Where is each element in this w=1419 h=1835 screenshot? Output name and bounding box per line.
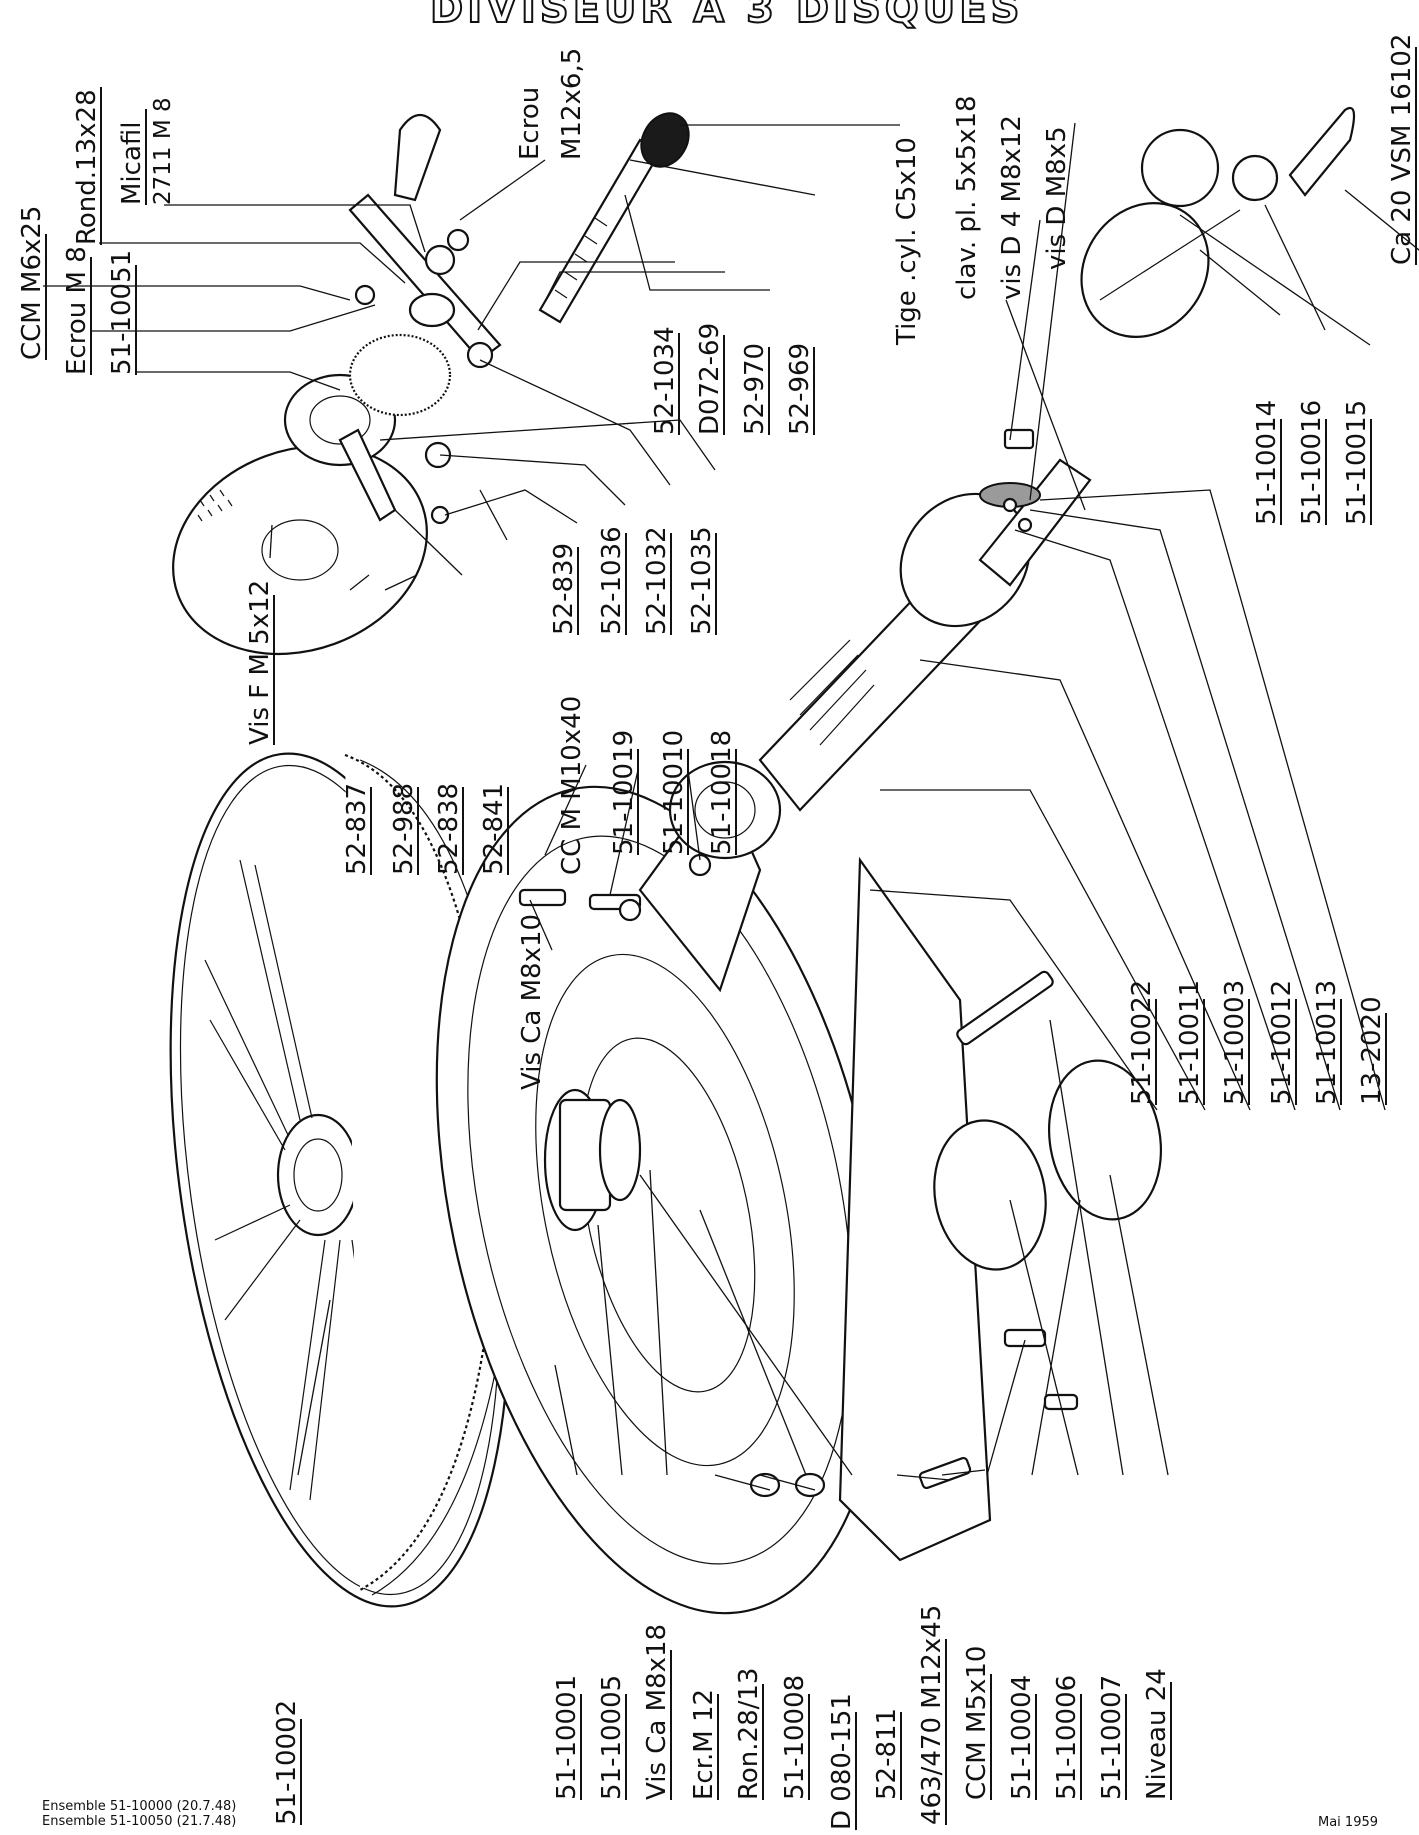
label-51-10005: 51-10005 (597, 1675, 627, 1800)
label-ecrou: Ecrou (515, 87, 545, 160)
label-d-080-151: D 080-151 (827, 1693, 857, 1830)
index-plate (172, 444, 428, 656)
divider-body (435, 760, 992, 1615)
label-vis-d-m8x5: vis D M8x5 (1042, 126, 1072, 270)
label-52-1035: 52-1035 (687, 526, 717, 635)
label-ccm-m6x25: CCM M6x25 (17, 206, 47, 360)
label-tige-cyl-c5x10: Tige .cyl. C5x10 (892, 137, 922, 346)
label-52-838: 52-838 (434, 783, 464, 875)
label-463-470-m12x45: 463/470 M12x45 (917, 1605, 947, 1825)
footer-ensemble-1: Ensemble 51-10000 (20.7.48) (42, 1799, 237, 1814)
label-ron-28-13: Ron.28/13 (734, 1668, 764, 1800)
crank-handle (1080, 107, 1356, 338)
label-vis-ca-m8x18: Vis Ca M8x18 (642, 1624, 672, 1800)
label-51-10013: 51-10013 (1312, 980, 1342, 1105)
label-ecrou-m8: Ecrou M 8 (62, 246, 92, 375)
label-vis-ca-m8x10: Vis Ca M8x10 (517, 914, 547, 1090)
label-52-1032: 52-1032 (642, 526, 672, 635)
label-51-10006: 51-10006 (1052, 1675, 1082, 1800)
label-ecr-m12: Ecr.M 12 (689, 1689, 719, 1800)
label-ccm-m5x10: CCM M5x10 (962, 1646, 992, 1800)
label-52-969: 52-969 (785, 343, 815, 435)
label-vis-d4-m8x12: vis D 4 M8x12 (997, 115, 1027, 300)
label-52-839: 52-839 (549, 543, 579, 635)
label-micafil-number: 2711 M 8 (150, 97, 176, 205)
leader-lines (43, 122, 1419, 1491)
label-rond-13x28: Rond.13x28 (72, 89, 102, 245)
label-vis-f-m5x12: Vis F M 5x12 (245, 580, 275, 745)
label-ca20-vsm-16102: Ca 20 VSM 16102 (1387, 34, 1417, 265)
label-52-988: 52-988 (389, 783, 419, 875)
label-51-10011: 51-10011 (1175, 980, 1205, 1105)
label-51-10010: 51-10010 (659, 730, 689, 855)
label-52-841: 52-841 (479, 783, 509, 875)
worm-shaft (758, 458, 1092, 812)
label-niveau-24: Niveau 24 (1142, 1668, 1172, 1800)
footer-ensemble-2: Ensemble 51-10050 (21.7.48) (42, 1814, 237, 1829)
label-52-1036: 52-1036 (597, 526, 627, 635)
label-51-10003: 51-10003 (1220, 980, 1250, 1105)
label-51-10001: 51-10001 (552, 1675, 582, 1800)
label-13-2020: 13-2020 (1357, 996, 1387, 1105)
label-51-10051: 51-10051 (107, 250, 137, 375)
part-labels: Rond.13x28 Micafil 2711 M 8 Ecrou M12x6,… (17, 34, 1417, 1830)
index-arm (348, 113, 502, 362)
label-51-10002: 51-10002 (272, 1700, 302, 1825)
label-51-10022: 51-10022 (1127, 980, 1157, 1105)
label-52-970: 52-970 (740, 343, 770, 435)
label-ecrou-m12x6-5: M12x6,5 (557, 48, 587, 160)
label-51-10012: 51-10012 (1267, 980, 1297, 1105)
footer-ensembles: Ensemble 51-10000 (20.7.48) Ensemble 51-… (42, 1799, 236, 1829)
label-51-10016: 51-10016 (1297, 400, 1327, 525)
label-51-10008: 51-10008 (780, 1675, 810, 1800)
label-micafil: Micafil (117, 122, 147, 205)
label-52-1034: 52-1034 (650, 326, 680, 435)
label-clav-pl-5x5x18: clav. pl. 5x5x18 (952, 95, 982, 300)
drawing-title: DIVISEUR A 3 DISQUES (429, 0, 1024, 33)
label-51-10018: 51-10018 (707, 730, 737, 855)
label-52-837: 52-837 (342, 783, 372, 875)
label-51-10019: 51-10019 (609, 730, 639, 855)
label-51-10007: 51-10007 (1097, 1675, 1127, 1800)
hub (543, 1088, 642, 1232)
sector-arms (283, 333, 452, 522)
footer-date: Mai 1959 (1318, 1815, 1379, 1830)
label-cc-m-m10x40: CC M M10x40 (557, 696, 587, 875)
label-52-811: 52-811 (872, 1708, 902, 1800)
label-51-10014: 51-10014 (1252, 400, 1282, 525)
label-51-10015: 51-10015 (1342, 400, 1372, 525)
label-d072-69: D072-69 (695, 323, 725, 435)
label-51-10004: 51-10004 (1007, 1675, 1037, 1800)
